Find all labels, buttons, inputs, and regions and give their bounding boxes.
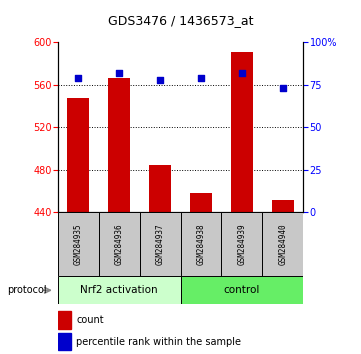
Point xyxy=(239,70,245,76)
Text: percentile rank within the sample: percentile rank within the sample xyxy=(76,337,241,347)
Bar xyxy=(67,98,90,212)
Point xyxy=(198,75,204,81)
Bar xyxy=(180,212,221,276)
Bar xyxy=(190,193,212,212)
Text: GSM284938: GSM284938 xyxy=(196,223,205,265)
Bar xyxy=(140,212,180,276)
Bar xyxy=(58,311,71,329)
Bar xyxy=(108,78,130,212)
Bar xyxy=(58,333,71,350)
Text: GDS3476 / 1436573_at: GDS3476 / 1436573_at xyxy=(108,14,253,27)
Text: control: control xyxy=(224,285,260,295)
Bar xyxy=(58,276,180,304)
Text: GSM284936: GSM284936 xyxy=(115,223,123,265)
Bar xyxy=(58,212,99,276)
Text: protocol: protocol xyxy=(7,285,47,295)
Point xyxy=(280,86,286,91)
Bar xyxy=(231,52,253,212)
Bar xyxy=(180,276,303,304)
Point xyxy=(75,75,81,81)
Text: GSM284940: GSM284940 xyxy=(278,223,287,265)
Bar xyxy=(149,165,171,212)
Text: GSM284939: GSM284939 xyxy=(238,223,246,265)
Text: GSM284937: GSM284937 xyxy=(156,223,165,265)
Point xyxy=(157,77,163,83)
Text: Nrf2 activation: Nrf2 activation xyxy=(80,285,158,295)
Bar xyxy=(262,212,303,276)
Text: count: count xyxy=(76,315,104,325)
Bar xyxy=(221,212,262,276)
Point xyxy=(116,70,122,76)
Bar xyxy=(271,200,294,212)
Bar xyxy=(99,212,140,276)
Text: GSM284935: GSM284935 xyxy=(74,223,83,265)
